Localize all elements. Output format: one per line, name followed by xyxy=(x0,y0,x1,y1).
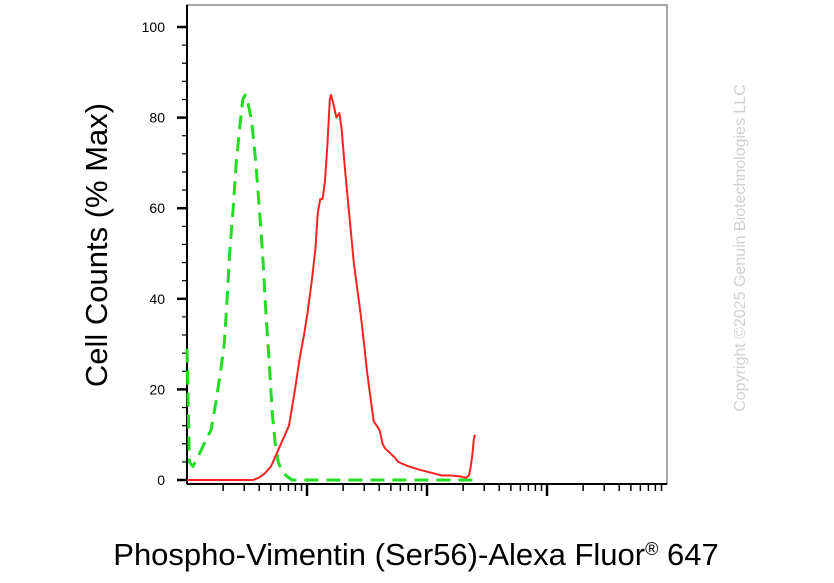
x-axis-label-tail: 647 xyxy=(658,537,718,572)
control-histogram-line xyxy=(185,93,478,482)
plot-frame xyxy=(186,4,668,485)
y-tick-label: 60 xyxy=(149,200,165,216)
y-tick-label: 40 xyxy=(149,291,165,307)
x-axis-label-main: Phospho-Vimentin (Ser56)-Alexa Fluor xyxy=(113,537,645,572)
y-axis-label: Cell Counts (% Max) xyxy=(79,103,114,387)
y-axis-ticks: 0 20 40 60 80 100 xyxy=(142,19,187,488)
y-tick-label: 0 xyxy=(157,472,165,488)
x-axis-label-registered-mark: ® xyxy=(645,539,658,559)
stained-histogram-line xyxy=(187,93,476,481)
copyright-watermark: Copyright ©2025 Genuin Biotechnologies L… xyxy=(732,84,749,412)
x-axis-ticks xyxy=(222,484,663,496)
series-layer xyxy=(185,93,478,482)
y-tick-label: 80 xyxy=(149,110,165,126)
y-tick-label: 20 xyxy=(149,381,165,397)
y-tick-label: 100 xyxy=(142,19,166,35)
x-axis-label: Phospho-Vimentin (Ser56)-Alexa Fluor® 64… xyxy=(113,537,718,572)
